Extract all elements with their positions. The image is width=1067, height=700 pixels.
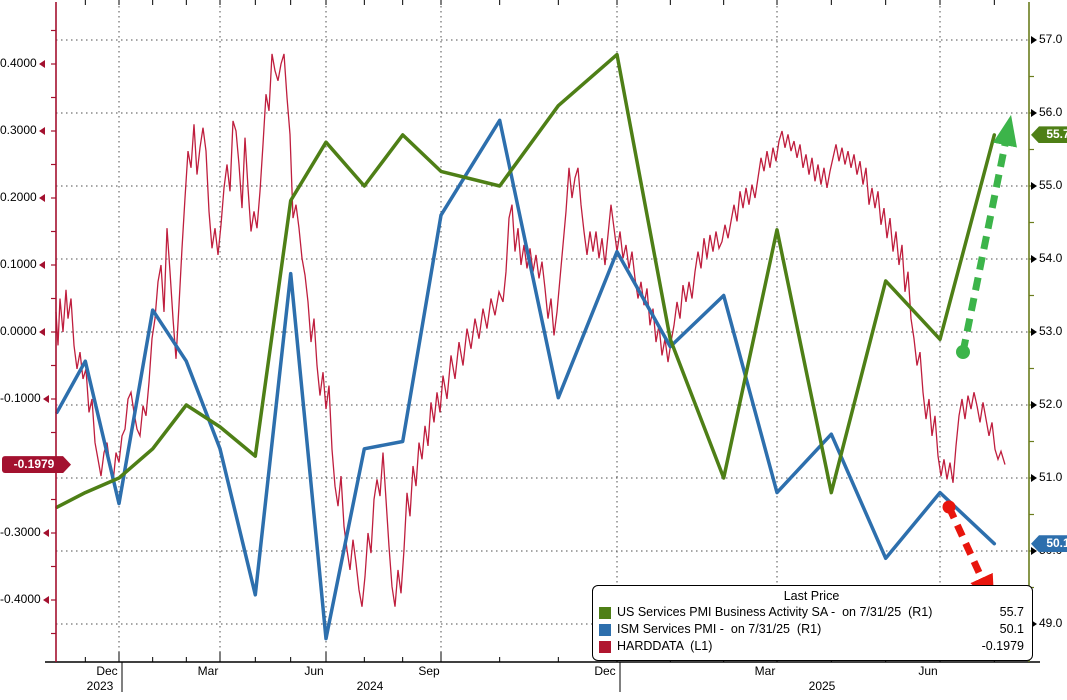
right-axis-tick-label: 57.0: [1031, 33, 1062, 46]
left-tick-arrow-icon: [38, 260, 45, 269]
right-axis-tick-label: 55.0: [1031, 179, 1062, 192]
legend-series-label: ISM Services PMI - on 7/31/25 (R1): [617, 622, 822, 636]
left-tick-arrow-icon: [38, 126, 45, 135]
legend-box: Last Price US Services PMI Business Acti…: [592, 585, 1033, 661]
harddata-line: [55, 53, 1006, 607]
legend-series-label: US Services PMI Business Activity SA - o…: [617, 605, 933, 619]
legend-row: HARDDATA (L1) -0.1979: [599, 638, 1024, 655]
left-tick-arrow-icon: [42, 595, 49, 604]
left-axis-tick-label: 0.1000: [0, 258, 45, 271]
right-axis-tick-label: 54.0: [1031, 252, 1062, 265]
left-tick-arrow-icon: [42, 528, 49, 537]
left-tick-arrow-icon: [38, 327, 45, 336]
right-tick-arrow-icon: [1031, 400, 1037, 409]
x-axis-year-label: 2024: [356, 679, 384, 693]
left-axis-tick-label: 0.3000: [0, 124, 45, 137]
x-axis-month-label: Sep: [418, 664, 440, 678]
legend-swatch-icon: [599, 623, 611, 636]
right-tick-arrow-icon: [1031, 473, 1037, 482]
right-tick-arrow-icon: [1031, 181, 1037, 190]
right-last-price-badge-green: 55.7: [1031, 126, 1067, 144]
legend-swatch-icon: [599, 606, 611, 619]
legend-row: US Services PMI Business Activity SA - o…: [599, 604, 1024, 621]
x-axis-month-label: Mar: [754, 664, 776, 678]
green-up-arrow: [959, 114, 1017, 353]
right-tick-arrow-icon: [1031, 254, 1037, 263]
right-tick-arrow-icon: [1031, 619, 1037, 628]
left-axis-tick-label: 0.2000: [0, 191, 45, 204]
right-axis-tick-label: 51.0: [1031, 471, 1062, 484]
right-tick-arrow-icon: [1031, 35, 1037, 44]
right-axis-tick-label: 56.0: [1031, 106, 1062, 119]
left-axis-tick-label: -0.1000: [0, 392, 49, 405]
left-tick-arrow-icon: [42, 394, 49, 403]
x-axis-month-label: Jun: [918, 664, 938, 678]
legend-rows: US Services PMI Business Activity SA - o…: [599, 604, 1024, 655]
right-last-price-badge-blue: 50.1: [1031, 535, 1067, 553]
right-axis-tick-label: 49.0: [1031, 617, 1062, 630]
right-axis-tick-label: 53.0: [1031, 325, 1062, 338]
left-axis-tick-label: 0.0000: [0, 325, 45, 338]
left-tick-arrow-icon: [38, 59, 45, 68]
legend-swatch-icon: [599, 640, 611, 653]
left-axis-tick-label: 0.4000: [0, 57, 45, 70]
legend-title: Last Price: [783, 589, 840, 603]
us-services-pmi-line: [55, 52, 997, 509]
left-axis-tick-label: -0.4000: [0, 593, 49, 606]
x-axis-year-label: 2025: [808, 679, 836, 693]
left-tick-arrow-icon: [38, 193, 45, 202]
legend-series-value: -0.1979: [981, 639, 1024, 653]
x-axis-year-label: 2023: [86, 679, 114, 693]
x-axis-month-label: Dec: [96, 664, 118, 678]
legend-series-value: 50.1: [999, 622, 1024, 636]
left-axis-tick-label: -0.3000: [0, 526, 49, 539]
right-tick-arrow-icon: [1031, 546, 1037, 555]
left-last-price-badge: -0.1979: [2, 456, 71, 473]
legend-series-label: HARDDATA (L1): [617, 639, 713, 653]
x-axis-month-label: Mar: [197, 664, 219, 678]
x-axis-month-label: Dec: [594, 664, 616, 678]
ism-services-pmi-line: [55, 118, 997, 641]
red-down-arrow: [945, 505, 995, 606]
legend-series-value: 55.7: [999, 605, 1024, 619]
right-tick-arrow-icon: [1031, 327, 1037, 336]
right-tick-arrow-icon: [1031, 108, 1037, 117]
right-axis-tick-label: 52.0: [1031, 398, 1062, 411]
legend-row: ISM Services PMI - on 7/31/25 (R1) 50.1: [599, 621, 1024, 638]
x-axis-month-label: Jun: [304, 664, 324, 678]
